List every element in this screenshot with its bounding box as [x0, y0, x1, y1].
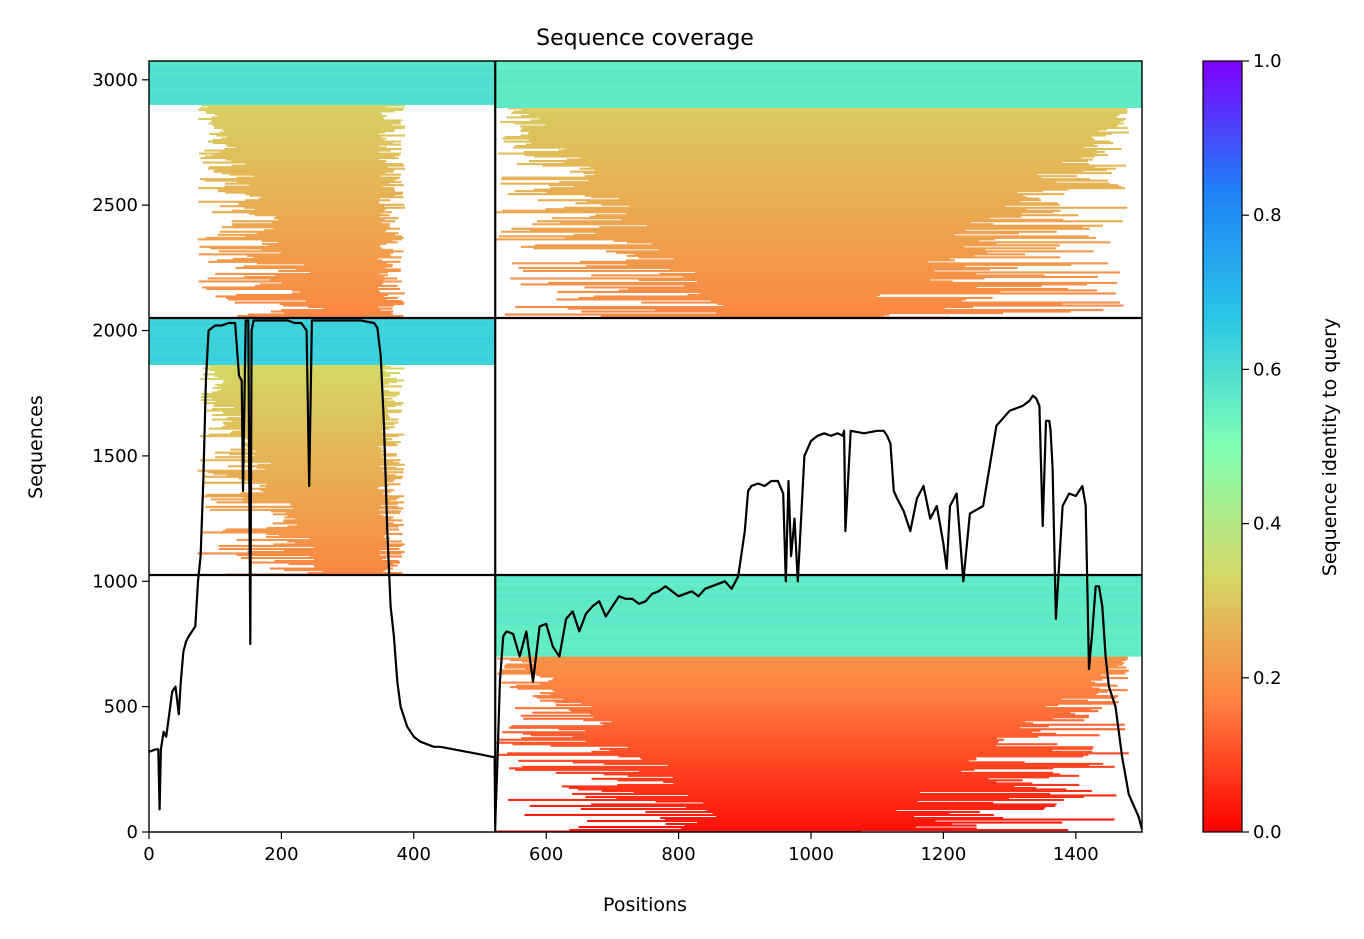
colorbar [1202, 60, 1243, 833]
y-axis: 0 500 1000 1500 2000 2500 3000 [92, 70, 149, 843]
y-tick-label: 1000 [92, 571, 138, 592]
colorbar-axis: 0.0 0.2 0.4 0.6 0.8 1.0 [1242, 51, 1282, 843]
coverage-heatmap [149, 61, 1142, 832]
chart-title: Sequence coverage [536, 26, 754, 51]
x-tick-label: 1000 [788, 844, 834, 865]
coverage-line [149, 319, 1142, 830]
colorbar-tick-label: 0.8 [1253, 205, 1282, 226]
x-tick-label: 800 [661, 844, 695, 865]
x-tick-label: 0 [143, 844, 154, 865]
y-tick-label: 0 [127, 822, 138, 843]
coverage-block-5 [495, 61, 1142, 319]
colorbar-tick-label: 0.4 [1253, 514, 1282, 535]
x-axis-label: Positions [603, 894, 687, 916]
colorbar-tick-label: 0.6 [1253, 359, 1282, 380]
y-tick-label: 2000 [92, 321, 138, 342]
block-dividers [149, 61, 1142, 832]
y-tick-label: 500 [104, 697, 138, 718]
y-axis-label: Sequences [25, 395, 47, 499]
y-tick-label: 1500 [92, 446, 138, 467]
y-tick-label: 3000 [92, 70, 138, 91]
x-tick-label: 1200 [920, 844, 966, 865]
plot-frame [148, 60, 1143, 833]
x-tick-label: 600 [529, 844, 563, 865]
colorbar-tick-label: 0.2 [1253, 668, 1282, 689]
coverage-block-4 [149, 61, 496, 319]
colorbar-label: Sequence identity to query [1319, 318, 1341, 576]
colorbar-tick-label: 1.0 [1253, 51, 1282, 72]
x-axis: 0 200 400 600 800 1000 1200 1400 [143, 832, 1099, 865]
x-tick-label: 400 [397, 844, 431, 865]
colorbar-tick-label: 0.0 [1253, 822, 1282, 843]
x-tick-label: 1400 [1053, 844, 1099, 865]
y-tick-label: 2500 [92, 195, 138, 216]
coverage-line-layer [149, 319, 1142, 830]
x-tick-label: 200 [264, 844, 298, 865]
coverage-block-1 [495, 574, 1142, 832]
